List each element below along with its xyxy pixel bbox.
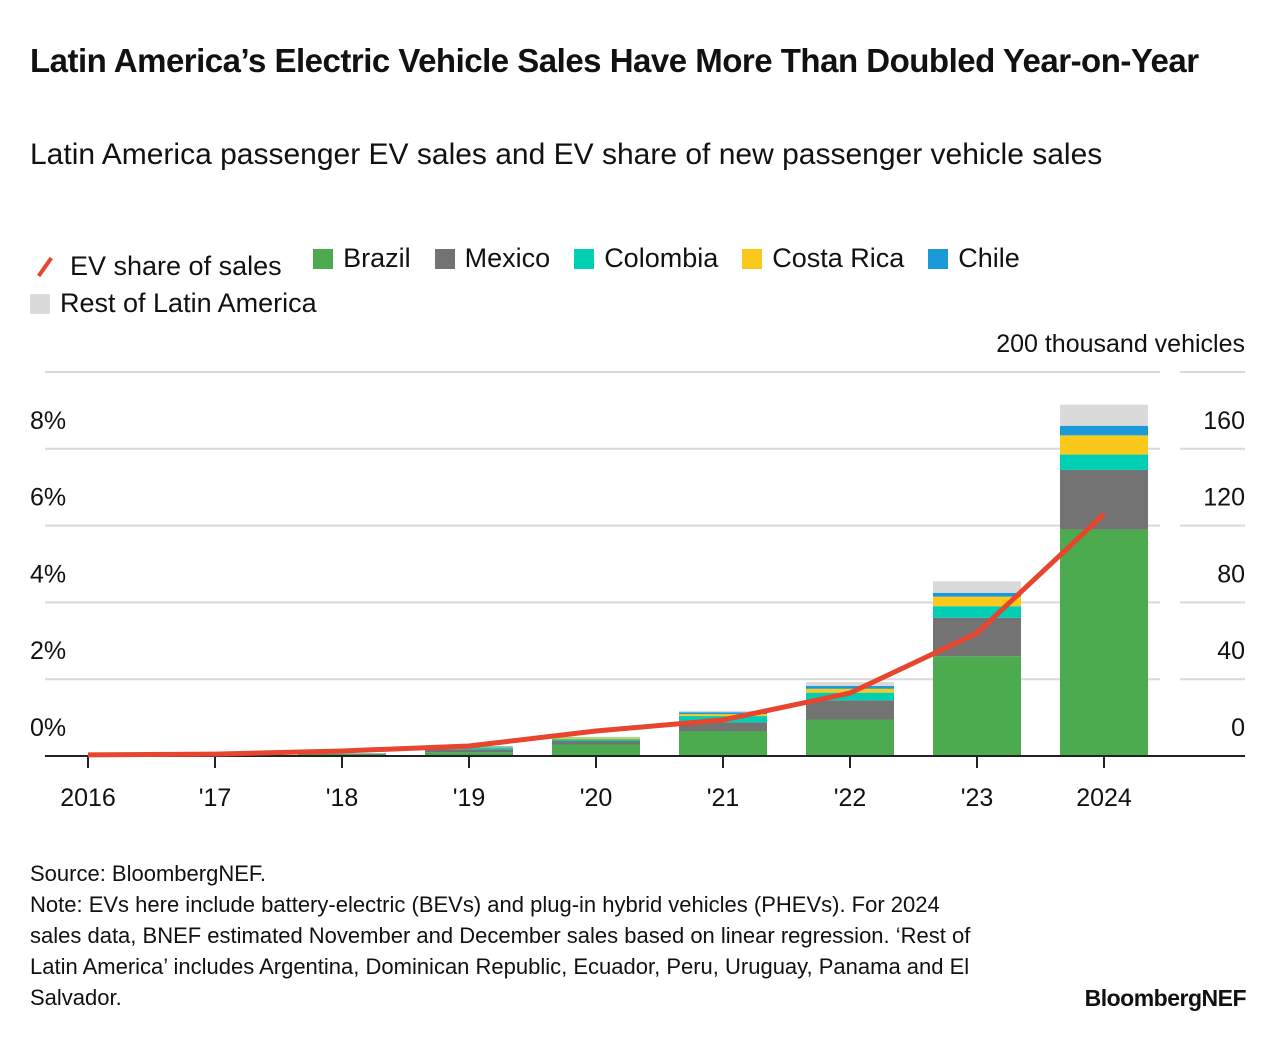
legend-swatch-icon (928, 248, 949, 269)
right-axis-tick-label: 40 (1217, 637, 1245, 665)
chart-title: Latin America’s Electric Vehicle Sales H… (30, 42, 1199, 79)
x-axis-tick-label: 2016 (60, 784, 116, 812)
bar-segment-rest-of-latin-america (679, 710, 767, 713)
legend-item-colombia: Colombia (574, 240, 718, 277)
bar-segment-brazil (552, 744, 640, 756)
left-axis-tick-label: 4% (30, 560, 66, 588)
source-text: Source: BloombergNEF. (30, 861, 266, 886)
note-text: Note: EVs here include battery-electric … (30, 892, 971, 1010)
legend-swatch-icon (574, 248, 595, 269)
legend-item-chile: Chile (928, 240, 1020, 277)
bar-segment-costa-rica (933, 596, 1021, 607)
x-axis-tick-label: '20 (580, 784, 613, 812)
bar-segment-chile (933, 592, 1021, 597)
bar-segment-mexico (1060, 469, 1148, 530)
x-axis-tick-label: 2024 (1076, 784, 1132, 812)
bar-segment-brazil (1060, 529, 1148, 756)
right-axis-unit-label: 200 thousand vehicles (996, 330, 1245, 358)
bar-segment-mexico (679, 722, 767, 732)
legend-item-ev-share: EV share of sales (30, 248, 282, 285)
bar-segment-brazil (933, 656, 1021, 756)
legend-swatch-icon (30, 293, 50, 314)
legend: EV share of sales Brazil Mexico Colombia Co… (30, 240, 1180, 324)
bar-segment-chile (1060, 425, 1148, 436)
legend-item-brazil: Brazil (313, 240, 411, 277)
x-axis-tick-label: '18 (326, 784, 359, 812)
bar-segment-colombia (806, 692, 894, 701)
legend-swatch-icon (313, 248, 334, 269)
x-axis-tick-label: '21 (707, 784, 740, 812)
bar-segment-chile (806, 685, 894, 689)
bar-segment-costa-rica (679, 714, 767, 717)
legend-item-mexico: Mexico (434, 240, 551, 277)
left-axis-tick-label: 2% (30, 637, 66, 665)
bar-segment-mexico (298, 753, 386, 755)
bar-segment-mexico (425, 749, 513, 753)
left-axis-tick-label: 0% (30, 714, 66, 742)
bar-segment-brazil (425, 752, 513, 756)
brand-logo: BloombergNEF (1084, 985, 1247, 1011)
right-axis-tick-label: 120 (1203, 484, 1245, 512)
bar-segment-rest-of-latin-america (806, 682, 894, 686)
legend-label: EV share of sales (70, 251, 282, 281)
x-axis-tick-label: '19 (453, 784, 486, 812)
bar-segment-brazil (679, 731, 767, 756)
footer: Source: BloombergNEF. Note: EVs here inc… (30, 858, 990, 1013)
left-axis-tick-label: 8% (30, 407, 66, 435)
ev-share-line (87, 512, 1106, 758)
bar-segment-colombia (1060, 454, 1148, 470)
legend-item-costa-rica: Costa Rica (742, 240, 904, 277)
legend-swatch-icon (742, 248, 763, 269)
right-axis-tick-label: 160 (1203, 407, 1245, 435)
right-axis-tick-label: 80 (1217, 560, 1245, 588)
legend-label: Colombia (604, 243, 719, 273)
bar-segment-costa-rica (1060, 435, 1148, 455)
bar-segment-mexico (933, 617, 1021, 657)
bar-segment-mexico (552, 741, 640, 745)
chart-subtitle: Latin America passenger EV sales and EV … (30, 138, 1103, 171)
right-axis-tick-label: 0 (1231, 714, 1245, 742)
legend-label: Chile (958, 243, 1020, 273)
x-axis-tick-label: '23 (961, 784, 994, 812)
legend-label: Brazil (343, 243, 411, 273)
bar-segment-rest-of-latin-america (933, 581, 1021, 593)
x-axis-tick-label: '22 (834, 784, 867, 812)
bar-segment-brazil (806, 719, 894, 756)
x-axis-tick-label: '17 (199, 784, 232, 812)
legend-label: Rest of Latin America (60, 288, 317, 318)
bar-segment-mexico (806, 700, 894, 720)
legend-item-rest-of-latin-america: Rest of Latin America (30, 285, 317, 322)
legend-label: Costa Rica (772, 243, 905, 273)
bar-segment-colombia (933, 606, 1021, 618)
left-axis-tick-label: 6% (30, 484, 66, 512)
bar-segment-costa-rica (552, 737, 640, 740)
legend-label: Mexico (464, 243, 551, 273)
legend-swatch-icon (434, 248, 455, 269)
bar-segment-rest-of-latin-america (1060, 404, 1148, 426)
bar-segment-colombia (552, 739, 640, 742)
bar-segment-chile (679, 712, 767, 715)
